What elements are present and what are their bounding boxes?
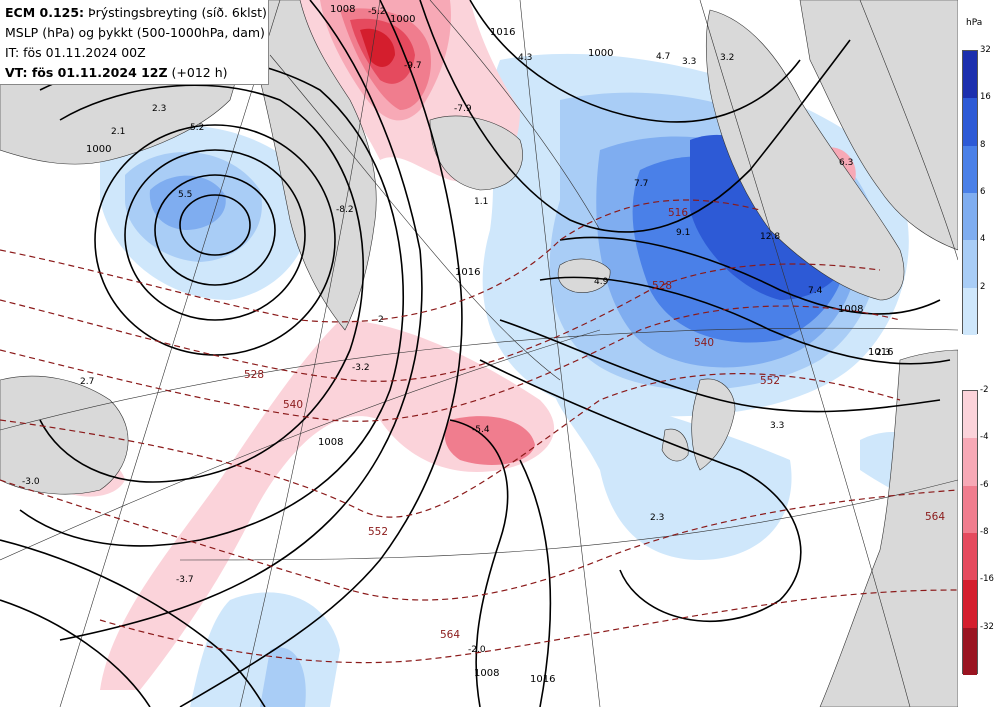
colorbar-rise-swatch-5 xyxy=(963,287,977,335)
legend-unit: hPa xyxy=(966,18,983,28)
value-neg-2-0: -2.0 xyxy=(468,645,486,655)
colorbar-rise-swatch-0 xyxy=(963,51,977,99)
colorbar-fall-label-2: -6 xyxy=(980,479,989,490)
value-neg-3-0: -3.0 xyxy=(22,477,40,487)
colorbar-fall-label-3: -8 xyxy=(980,527,989,537)
colorbar-fall-label-4: -16 xyxy=(980,574,994,585)
valid-time: VT: fös 01.11.2024 12Z xyxy=(5,65,168,80)
colorbar-rise-swatch-1 xyxy=(963,98,977,146)
forecast-hour: (+012 h) xyxy=(167,65,228,80)
colorbar-fall xyxy=(962,390,978,675)
colorbar-rise-label-0: 32 xyxy=(980,45,991,55)
value-4-7: 4.7 xyxy=(656,52,670,62)
value-3-2: 3.2 xyxy=(720,53,734,63)
isobar-label-1008-atlantic: 1008 xyxy=(318,437,343,448)
value-neg-8-2: -8.2 xyxy=(336,205,354,215)
value-7-7: 7.7 xyxy=(634,179,648,189)
value-3-3-south: 3.3 xyxy=(770,421,784,431)
value-neg-5-4: -5.4 xyxy=(472,425,490,435)
colorbar-rise-label-2: 8 xyxy=(980,139,986,150)
colorbar-fall-label-0: -2 xyxy=(980,385,989,395)
thickness-label-516: 516 xyxy=(668,207,688,219)
map-header: ECM 0.125: Þrýstingsbreyting (síð. 6klst… xyxy=(0,0,269,85)
value-2-7: 2.7 xyxy=(80,377,94,387)
weather-map: 1000 1008 1016 1000 1016 1000 1008 1016 … xyxy=(0,0,958,707)
value-2-3-nw: 2.3 xyxy=(152,104,166,114)
value-neg-9-7: -9.7 xyxy=(404,61,422,71)
isobar-label-1000-baltic: 1000 xyxy=(390,14,415,25)
tendency-value-labels: 2.3 2.1 5.5 5.2 -5.2 -9.7 -7.9 4.3 4.7 3… xyxy=(22,7,890,655)
value-5-2: 5.2 xyxy=(190,123,204,133)
colorbar-fall-swatch-3 xyxy=(963,533,977,581)
thickness-labels: 516 528 540 552 528 540 552 564 564 xyxy=(244,207,945,641)
value-neg-3-7: -3.7 xyxy=(176,575,194,585)
colorbar-fall-label-1: -4 xyxy=(980,432,989,443)
thickness-label-528-north-sea: 528 xyxy=(652,280,672,292)
thickness-label-540-atlantic: 540 xyxy=(283,399,303,411)
valid-time-line: VT: fös 01.11.2024 12Z (+012 h) xyxy=(5,65,228,80)
value-2-1: 2.1 xyxy=(111,127,125,137)
iceland xyxy=(557,258,611,293)
labrador xyxy=(0,375,129,495)
thickness-label-564-east: 564 xyxy=(925,511,945,523)
value-4-9: 4.9 xyxy=(594,277,609,287)
colorbar-fall-swatch-2 xyxy=(963,485,977,533)
colorbar-rise-swatch-2 xyxy=(963,145,977,193)
europe-mainland xyxy=(819,349,958,707)
isobar-label-1000-norway-sea: 1000 xyxy=(588,48,613,59)
value-2-3-south: 2.3 xyxy=(650,513,664,523)
colorbar-rise xyxy=(962,50,978,335)
thickness-label-552-atlantic: 552 xyxy=(368,526,388,538)
colorbar-fall-swatch-4 xyxy=(963,580,977,628)
isobar-labels: 1000 1008 1016 1000 1016 1000 1008 1016 … xyxy=(86,4,893,685)
isobar-label-1008-south: 1008 xyxy=(474,668,499,679)
colorbar-fall-label-5: -32 xyxy=(980,621,994,632)
greenland xyxy=(251,0,377,331)
value-2-3-east: 2.3 xyxy=(876,348,890,358)
isobar-label-1008-scandinavia: 1008 xyxy=(838,304,863,315)
value-6-3: 6.3 xyxy=(839,158,853,168)
scandinavia xyxy=(705,9,905,301)
model-name: ECM 0.125: xyxy=(5,5,85,20)
field-title: Þrýstingsbreyting (síð. 6klst) xyxy=(84,5,267,20)
isobar-label-1016-north: 1016 xyxy=(490,27,515,38)
isobar-label-1016-norway: 1016 xyxy=(868,347,893,358)
value-5-5: 5.5 xyxy=(178,190,192,200)
initial-time: IT: fös 01.11.2024 00Z xyxy=(5,45,146,60)
colorbar-rise-label-5: 2 xyxy=(980,281,986,292)
northern-russia xyxy=(799,0,958,251)
colorbar-fall-swatch-5 xyxy=(963,627,977,675)
svalbard xyxy=(429,115,523,191)
value-7-4: 7.4 xyxy=(808,286,823,296)
thickness-label-552-uk: 552 xyxy=(760,375,780,387)
colorbar-rise-label-3: 6 xyxy=(980,187,986,197)
colorbar-fall-swatch-1 xyxy=(963,438,977,486)
colorbar-rise-label-4: 4 xyxy=(980,234,986,245)
isobar-label-1016-iceland: 1016 xyxy=(455,267,480,278)
value-4-3: 4.3 xyxy=(518,53,532,63)
isobar-label-1000-greenland-nw: 1000 xyxy=(86,144,111,155)
colorbar-fall-swatch-0 xyxy=(963,391,977,439)
colorbar-rise-swatch-4 xyxy=(963,240,977,288)
value-neg-3-2: -3.2 xyxy=(352,363,370,373)
colorbar-rise-swatch-3 xyxy=(963,193,977,241)
value-neg-7-9: -7.9 xyxy=(454,104,472,114)
header-fields-line: MSLP (hPa) og þykkt (500-1000hPa, dam) xyxy=(5,25,265,40)
header-title-line: ECM 0.125: Þrýstingsbreyting (síð. 6klst… xyxy=(5,5,267,20)
value-1-1: 1.1 xyxy=(474,197,488,207)
value-9-1: 9.1 xyxy=(676,228,690,238)
value-3-3-north: 3.3 xyxy=(682,57,696,67)
thickness-label-564-south: 564 xyxy=(440,629,460,641)
value-2: 2 xyxy=(378,315,384,325)
thickness-label-528-labrador: 528 xyxy=(244,369,264,381)
colorbar-rise-label-1: 16 xyxy=(980,92,991,103)
thickness-label-540-north-sea: 540 xyxy=(694,337,714,349)
isobar-label-1016-south: 1016 xyxy=(530,674,555,685)
thickness-lines xyxy=(0,199,958,664)
isobar-label-1008-north: 1008 xyxy=(330,4,355,15)
value-neg-5-2: -5.2 xyxy=(368,7,386,17)
value-12-8: 12.8 xyxy=(760,232,780,242)
